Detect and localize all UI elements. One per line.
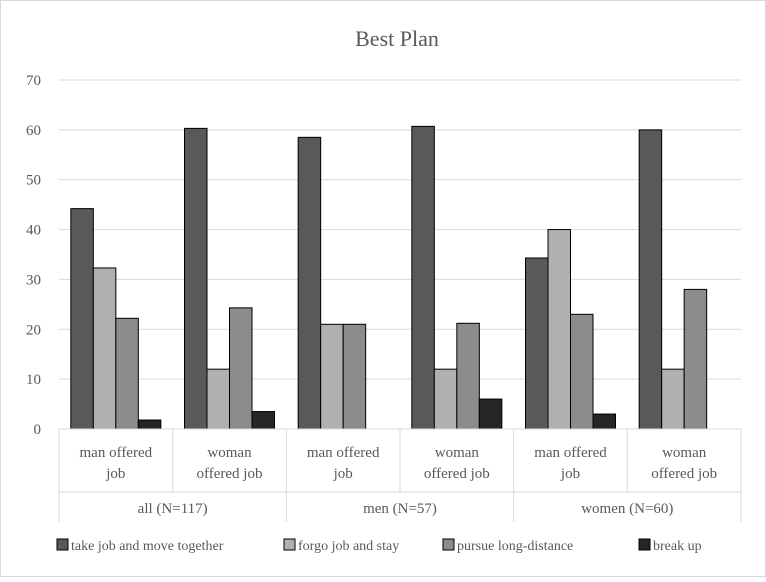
legend-label: break up [653, 539, 702, 554]
legend-swatch [442, 538, 455, 551]
bar [638, 129, 663, 430]
bar [411, 125, 435, 430]
y-tick-label: 40 [26, 223, 41, 239]
y-tick-label: 0 [34, 422, 42, 438]
x-tick-label: offered job [424, 466, 490, 482]
x-tick-label: man offered [534, 445, 607, 461]
bar [320, 323, 344, 430]
bar [478, 398, 503, 430]
x-tick-label: job [560, 466, 580, 482]
y-tick-label: 50 [26, 173, 41, 189]
y-tick-label: 30 [26, 272, 41, 288]
legend-label: forgo job and stay [298, 539, 399, 554]
y-tick-label: 20 [26, 322, 41, 338]
bar [297, 136, 322, 430]
x-tick-label: offered job [651, 466, 717, 482]
y-tick-label: 10 [26, 372, 41, 388]
x-tick-label: job [333, 466, 353, 482]
y-tick-label: 70 [26, 73, 41, 89]
bar [570, 313, 594, 430]
x-tick-label: woman [207, 445, 252, 461]
bar [683, 288, 708, 430]
bar [456, 322, 480, 430]
x-tick-label: woman [662, 445, 707, 461]
x-tick-label: man offered [307, 445, 380, 461]
x-tick-label: man offered [80, 445, 153, 461]
bar [115, 317, 139, 430]
x-tick-label: woman [435, 445, 480, 461]
bar [70, 208, 94, 430]
y-tick-label: 60 [26, 123, 41, 139]
legend-label: pursue long-distance [457, 539, 573, 554]
legend-swatch [283, 538, 296, 551]
chart-title: Best Plan [355, 26, 439, 51]
bar [206, 368, 230, 430]
group-label: women (N=60) [581, 501, 673, 517]
x-tick-label: job [105, 466, 125, 482]
bar [592, 413, 616, 430]
x-tick-label: offered job [197, 466, 263, 482]
legend-swatch [56, 538, 69, 551]
bar [251, 411, 275, 430]
bar [525, 257, 549, 430]
legend-label: take job and move together [71, 539, 224, 554]
bar [342, 323, 367, 430]
bar [547, 229, 571, 430]
bar [137, 419, 162, 430]
bar [229, 307, 253, 430]
bar [433, 368, 458, 430]
group-label: all (N=117) [138, 501, 208, 517]
legend-swatch [638, 538, 651, 551]
bar [661, 368, 685, 430]
group-label: men (N=57) [363, 501, 437, 517]
bar [92, 267, 117, 430]
bar [184, 127, 208, 430]
